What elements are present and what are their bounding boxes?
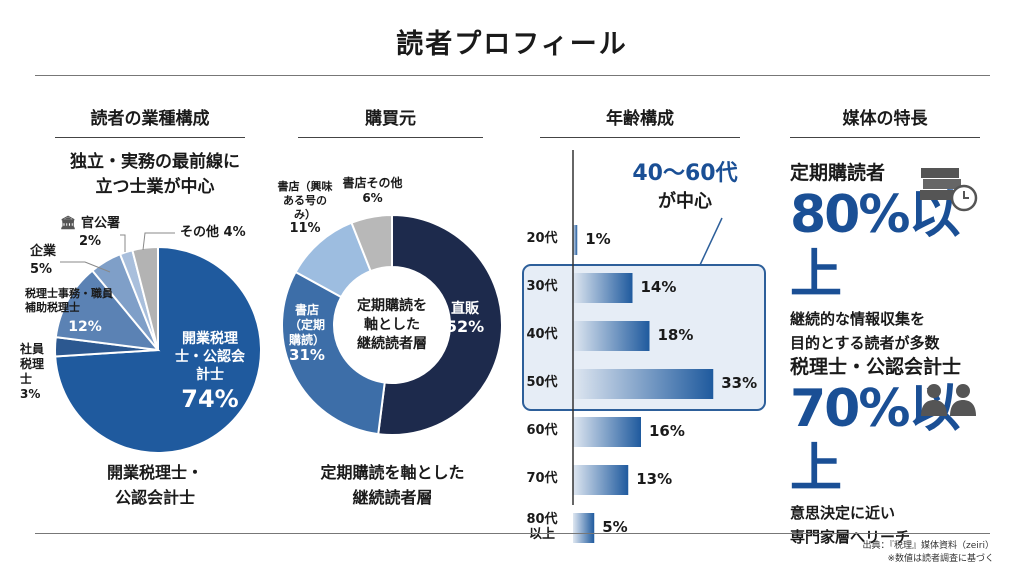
pie-label-employee: 社員税理士 3%	[20, 342, 50, 402]
footer-line: 定期購読を軸とした	[320, 463, 465, 482]
donut-slice	[377, 213, 503, 436]
donut-slice	[350, 213, 393, 273]
feature-desc: 意思決定に近い 専門家層へリーチ	[790, 501, 990, 549]
age-value-label: 14%	[640, 278, 677, 296]
donut-value: 11%	[289, 221, 321, 236]
header-industry: 読者の業種構成	[55, 104, 245, 138]
title-divider	[35, 75, 990, 76]
feature-label: 税理士・公認会計士	[790, 356, 962, 378]
source-line: ※数値は読者調査に基づく	[887, 554, 994, 564]
age-value-label: 33%	[721, 374, 758, 392]
age-category-label: 50代	[526, 375, 558, 390]
pie-label-office: 税理士事務・職員 補助税理士	[25, 287, 120, 315]
age-highlight-callout: 40〜60代 が中心	[620, 160, 750, 216]
pie-value: 12%	[68, 319, 102, 335]
center-line: 軸とした	[364, 317, 420, 333]
age-category-label: 20代	[526, 231, 558, 246]
callout-line: が中心	[658, 191, 712, 212]
feature-label: 定期購読者	[790, 162, 886, 184]
donut-label-text: 書店その他	[342, 176, 403, 190]
pie-label-government: 🏛 官公署 2%	[55, 215, 125, 251]
source-note: 出典：『税理』媒体資料（zeiri） ※数値は読者調査に基づく	[863, 540, 994, 566]
donut-label-text: 書店（定期購読）	[288, 303, 325, 347]
leader-line	[60, 261, 111, 273]
donut-center-text: 定期購読を軸とした継続読者層	[342, 297, 442, 354]
pie-slice	[54, 269, 161, 352]
desc-line: 目的とする読者が多数	[790, 334, 940, 352]
pie-label-text: 税理士事務・職員 補助税理士	[25, 287, 113, 314]
age-category-label: 30代	[526, 279, 558, 294]
industry-footer: 開業税理士・ 公認会計士	[40, 460, 270, 510]
pie-label-main: 開業税理士・公認会計士 74%	[160, 330, 260, 414]
books-clock-icon	[918, 160, 978, 212]
footer-line: 継続読者層	[352, 488, 433, 507]
footer-line: 公認会計士	[114, 488, 195, 507]
age-value-label: 16%	[649, 422, 685, 440]
government-building-icon: 🏛	[59, 216, 77, 231]
headline-line: 立つ士業が中心	[95, 177, 215, 197]
pie-slice	[131, 245, 159, 351]
center-line: 継続読者層	[357, 336, 427, 352]
source-line: 出典：『税理』媒体資料（zeiri）	[862, 541, 994, 551]
leader-line	[142, 232, 175, 251]
callout-line: 40〜60代	[632, 161, 738, 186]
age-category-label: 80代 以上	[526, 512, 558, 542]
age-value-label: 5%	[602, 518, 628, 536]
pie-value: 2%	[78, 234, 102, 249]
page-title: 読者プロフィール	[396, 29, 628, 60]
age-category-label: 70代	[526, 471, 558, 486]
age-value-label: 1%	[585, 230, 611, 248]
pie-value: 4%	[223, 225, 246, 240]
pie-value: 3%	[20, 387, 41, 401]
age-bar	[573, 225, 578, 255]
footer-line: 開業税理士・	[106, 463, 203, 482]
feature-desc: 継続的な情報収集を 目的とする読者が多数	[790, 307, 990, 355]
headline-line: 独立・実務の最前線に	[70, 152, 240, 172]
leader-line	[120, 234, 126, 252]
pie-value: 5%	[30, 262, 53, 277]
age-value-label: 13%	[636, 470, 673, 488]
center-line: 定期購読を	[357, 298, 427, 314]
age-bar	[573, 321, 650, 351]
callout-pointer	[699, 217, 723, 266]
donut-label-direct: 直販 52%	[440, 300, 490, 336]
industry-headline: 独立・実務の最前線に 立つ士業が中心	[40, 150, 270, 200]
age-bar	[573, 369, 714, 399]
desc-line: 専門家層へリーチ	[790, 528, 911, 546]
pie-label-text: 開業税理士・公認会計士	[175, 331, 245, 383]
pie-value: 74%	[181, 385, 239, 413]
age-bar	[573, 465, 629, 495]
pie-label-text: 官公署	[81, 216, 121, 231]
age-bar	[573, 513, 595, 543]
header-features: 媒体の特長	[790, 104, 980, 138]
age-bar	[573, 417, 641, 447]
donut-value: 6%	[362, 191, 383, 205]
pie-label-text: 企業	[30, 244, 57, 259]
donut-value: 52%	[445, 317, 485, 336]
donut-slice	[281, 270, 386, 436]
donut-label-text: 直販	[451, 301, 479, 317]
pie-label-company: 企業 5%	[30, 243, 60, 279]
age-category-label: 40代	[526, 327, 558, 342]
footer-divider	[35, 533, 990, 534]
purchase-footer: 定期購読を軸とした 継続読者層	[285, 460, 500, 510]
donut-value: 31%	[289, 346, 325, 364]
header-age: 年齢構成	[540, 104, 740, 138]
age-bar	[573, 273, 633, 303]
header-purchase: 購買元	[298, 104, 483, 138]
desc-line: 継続的な情報収集を	[790, 310, 926, 328]
pie-label-other: その他 4%	[180, 225, 250, 240]
pie-label-text: その他	[180, 225, 220, 240]
donut-label-other: 書店その他 6%	[330, 176, 415, 206]
age-value-label: 18%	[657, 326, 694, 344]
feature-professionals: 税理士・公認会計士 70%以上 意思決定に近い 専門家層へリーチ	[790, 352, 990, 549]
professionals-icon	[918, 382, 980, 416]
pie-label-text: 社員税理士	[20, 342, 45, 386]
donut-label-subscription: 書店（定期購読） 31%	[287, 303, 327, 363]
age-category-label: 60代	[526, 423, 558, 438]
donut-label-interest: 書店（興味ある号のみ） 11%	[275, 180, 335, 236]
donut-label-text: 書店（興味ある号のみ）	[277, 180, 333, 221]
desc-line: 意思決定に近い	[790, 504, 896, 522]
